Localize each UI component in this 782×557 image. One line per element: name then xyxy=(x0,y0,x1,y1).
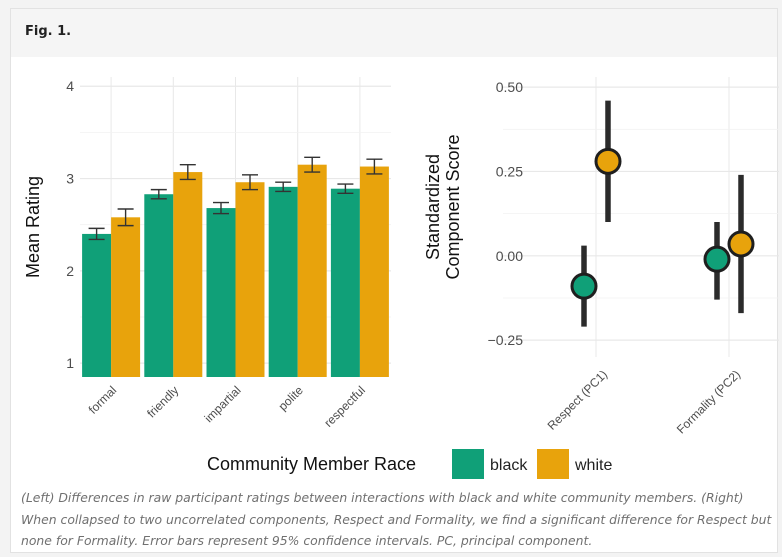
bar-black-polite xyxy=(268,186,298,377)
right-x-tick-label-0: Respect (PC1) xyxy=(545,367,611,433)
bar-black-impartial xyxy=(206,208,236,377)
left-y-tick-label: 2 xyxy=(66,263,74,279)
left-y-axis-label: Mean Rating xyxy=(23,176,43,278)
point-white-Formality (PC2) xyxy=(727,230,755,258)
point-black-Respect (PC1) xyxy=(570,272,598,300)
plot-area: 1 2 3 4 formal friendly impartial polite respect… xyxy=(11,57,779,481)
right-y-tick-label: 0.25 xyxy=(496,163,523,179)
bar-white-formal xyxy=(111,217,141,377)
left-x-tick-label-polite: polite xyxy=(276,383,306,413)
right-y-axis-label-line2: Component Score xyxy=(443,134,463,279)
left-y-tick-label: 3 xyxy=(66,171,74,187)
right-y-axis-label-line1: Standardized xyxy=(423,154,443,260)
figure-caption: (Left) Differences in raw participant ra… xyxy=(21,490,772,548)
legend-label-black: black xyxy=(490,457,528,474)
left-x-tick-label-impartial: impartial xyxy=(202,383,244,425)
legend-swatch-white xyxy=(537,449,569,479)
bar-black-formal xyxy=(82,233,112,377)
bar-white-respectful xyxy=(359,166,389,377)
bar-black-respectful xyxy=(330,188,360,377)
figure-plots: 1 2 3 4 formal friendly impartial polite respect… xyxy=(23,77,779,479)
bar-white-polite xyxy=(297,164,327,377)
legend-label-white: white xyxy=(574,457,612,474)
left-x-tick-label-formal: formal xyxy=(86,383,119,416)
right-y-axis-label: StandardizedComponent Score xyxy=(423,134,463,279)
left-x-tick-label-friendly: friendly xyxy=(144,383,181,420)
right-y-tick-label: −0.25 xyxy=(488,332,524,348)
figure-frame: Fig. 1. 1 2 3 4 formal friendly impartial polit… xyxy=(10,8,779,553)
legend-title: Community Member Race xyxy=(207,454,416,474)
left-bar-chart: 1 2 3 4 formal friendly impartial polite respect… xyxy=(23,77,391,430)
right-point-chart: −0.25 0.00 0.25 0.50 Respect (PC1) Formality … xyxy=(423,77,779,437)
right-y-tick-label: 0.00 xyxy=(496,248,523,264)
left-y-tick-label: 4 xyxy=(66,78,74,94)
left-x-tick-label-respectful: respectful xyxy=(321,383,368,430)
bar-black-friendly xyxy=(144,194,174,377)
left-y-tick-label: 1 xyxy=(66,355,74,371)
right-y-tick-label: 0.50 xyxy=(496,79,523,95)
point-white-Respect (PC1) xyxy=(594,147,622,175)
figure-header: Fig. 1. xyxy=(11,9,777,58)
figure-title: Fig. 1. xyxy=(25,24,72,39)
point-black-Formality (PC2) xyxy=(703,245,731,273)
legend: Community Member Race black white xyxy=(207,449,612,479)
legend-swatch-black xyxy=(452,449,484,479)
bar-white-impartial xyxy=(235,182,265,377)
bar-white-friendly xyxy=(173,172,203,377)
right-x-tick-label-1: Formality (PC2) xyxy=(674,367,743,436)
